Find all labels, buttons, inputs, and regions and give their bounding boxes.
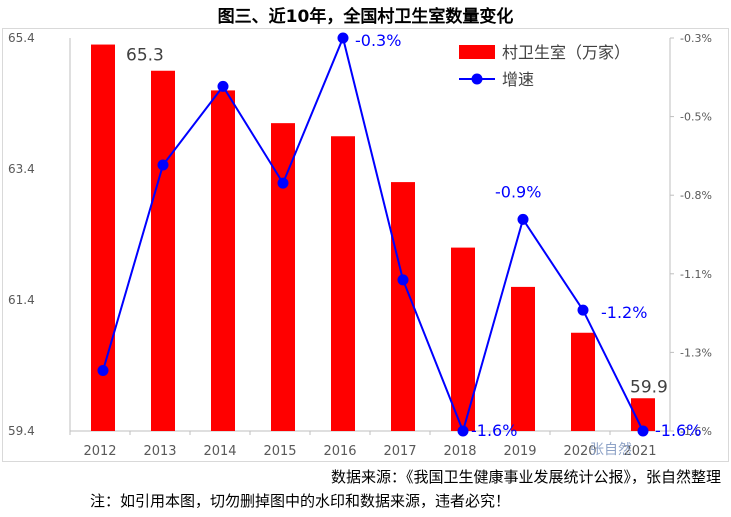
bar [511, 286, 535, 431]
y-left-tick-label: 59.4 [8, 424, 35, 438]
bar-data-label: 59.9 [630, 377, 668, 397]
chart: 65.4 63.4 61.4 59.4 -0.3% -0.5% -0.8% -1.1% -1.3… [8, 31, 712, 459]
bar [331, 136, 355, 431]
x-tick-label: 2017 [383, 444, 416, 459]
growth-data-label: -1.6% [655, 421, 701, 440]
legend-line-marker [471, 73, 483, 85]
growth-line [97, 32, 649, 437]
y-right-tick-label: -0.3% [680, 32, 712, 45]
data-labels: 65.3 59.9 -0.3% -1.6% -0.9% -1.2% -1.6% [126, 31, 701, 440]
x-tick-label: 2019 [503, 444, 536, 459]
warning-note: 注：如引用本图，切勿删掉图中的水印和数据来源，违者必究！ [90, 492, 511, 510]
bar [151, 70, 175, 431]
x-tick-label: 2012 [83, 444, 116, 459]
bar [211, 90, 235, 432]
x-tick-label: 2013 [143, 444, 176, 459]
growth-point [637, 425, 649, 437]
growth-data-label: -1.2% [601, 303, 647, 322]
source-note: 数据来源：《我国卫生健康事业发展统计公报》，张自然整理 [330, 468, 721, 486]
x-tick-label: 2015 [263, 444, 296, 459]
growth-point [337, 32, 349, 44]
growth-point [517, 213, 529, 225]
watermark: 张自然 [590, 441, 632, 458]
y-right-tick-label: -0.8% [680, 189, 712, 202]
axes: 65.4 63.4 61.4 59.4 -0.3% -0.5% -0.8% -1.1% -1.3… [8, 31, 712, 459]
growth-point [457, 425, 469, 437]
growth-line-path [102, 34, 644, 435]
growth-data-label: -0.9% [495, 182, 541, 201]
legend-line-label: 增速 [502, 70, 534, 89]
growth-point [157, 159, 169, 171]
chart-frame [2, 28, 729, 462]
x-tick-label: 2021 [623, 444, 656, 459]
growth-point [217, 80, 229, 92]
x-tick-label: 2018 [443, 444, 476, 459]
bars [91, 44, 655, 432]
bar [571, 332, 595, 431]
y-right-tick-label: -0.5% [680, 111, 712, 124]
legend-bar-swatch [459, 45, 495, 59]
x-tick-label: 2016 [323, 444, 356, 459]
x-tick-label: 2014 [203, 444, 236, 459]
growth-data-label: -0.3% [355, 31, 401, 50]
y-right-tick-label: -1.1% [680, 268, 712, 281]
y-right-tick-label: -1.6% [680, 425, 712, 438]
legend-bar-label: 村卫生室（万家） [502, 43, 630, 62]
y-left-tick-label: 61.4 [8, 293, 35, 307]
bar [391, 182, 415, 431]
legend: 村卫生室（万家） 增速 [459, 43, 630, 89]
y-left-tick-label: 63.4 [8, 162, 35, 176]
growth-point [577, 304, 589, 316]
bar [271, 123, 295, 432]
growth-point [97, 365, 109, 377]
growth-point [277, 177, 289, 189]
growth-point [397, 274, 409, 286]
bar-data-label: 65.3 [126, 46, 164, 66]
x-tick-label: 2020 [563, 444, 596, 459]
y-left-tick-label: 65.4 [8, 31, 35, 45]
chart-title: 图三、近10年，全国村卫生室数量变化 [217, 7, 514, 27]
growth-data-label: -1.6% [471, 421, 517, 440]
y-right-tick-label: -1.3% [680, 346, 712, 359]
